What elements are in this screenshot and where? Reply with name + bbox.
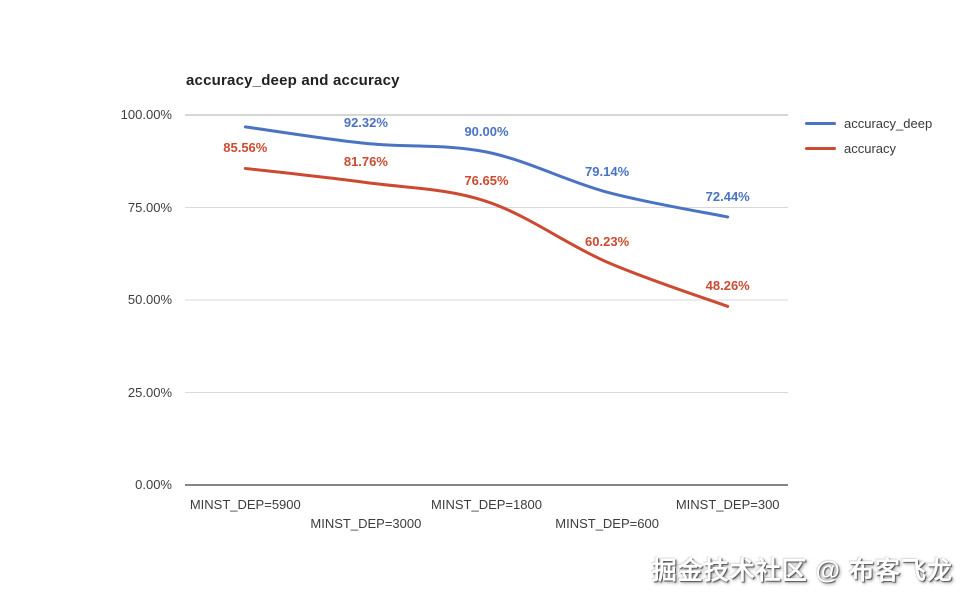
y-axis-tick-label: 0.00% [135,477,172,492]
legend-item-accuracy-deep: accuracy_deep [805,111,932,136]
watermark: 掘金技术社区 @ 布客飞龙 [651,557,953,585]
x-axis-category-label: MINST_DEP=1800 [431,497,542,512]
data-point-label: 81.76% [343,154,388,170]
legend-item-accuracy: accuracy [805,136,932,161]
legend-label-accuracy: accuracy [844,141,897,156]
data-point-label: 79.14% [585,164,630,180]
x-axis-category-label: MINST_DEP=5900 [189,497,301,512]
x-axis-category-label: MINST_DEP=300 [675,497,780,512]
data-point-label: 90.00% [464,124,509,139]
x-axis-category-label: MINST_DEP=3000 [310,516,422,531]
chart-legend: accuracy_deep accuracy [805,111,932,161]
y-axis-tick-label: 75.00% [127,199,172,215]
data-point-label: 60.23% [585,234,630,250]
x-axis-category-label: MINST_DEP=600 [555,516,659,531]
chart-title: accuracy_deep and accuracy [186,72,400,89]
y-axis-tick-label: 100.00% [120,107,172,122]
y-axis-tick-label: 50.00% [127,292,172,307]
series-line-accuracy_deep [243,125,730,219]
legend-swatch-accuracy-deep [805,122,836,125]
data-point-label: 48.26% [705,278,750,294]
data-point-label: 92.32% [343,115,388,131]
data-point-label: 72.44% [705,188,750,204]
y-axis-tick-label: 25.00% [127,384,172,400]
series-line-accuracy [243,166,730,308]
legend-label-accuracy-deep: accuracy_deep [844,116,933,131]
legend-swatch-accuracy [805,147,836,150]
data-point-label: 76.65% [464,173,509,189]
data-point-label: 85.56% [223,140,268,156]
